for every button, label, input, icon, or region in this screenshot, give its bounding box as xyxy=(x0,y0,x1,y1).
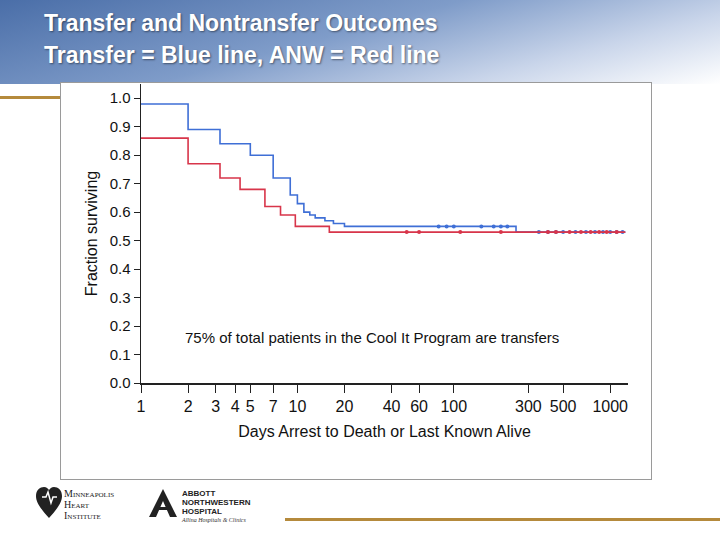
svg-text:40: 40 xyxy=(383,398,401,415)
html-text:Transfer and Nontransfer Outco: Transfer and Nontransfer Outcomes xyxy=(44,10,438,36)
svg-text:60: 60 xyxy=(410,398,428,415)
svg-text:0.7: 0.7 xyxy=(110,175,131,192)
html-text:NORTHWESTERN: NORTHWESTERN xyxy=(182,498,251,507)
html-text:HOSPITAL: HOSPITAL xyxy=(182,507,222,516)
svg-text:20: 20 xyxy=(336,398,354,415)
svg-text:7: 7 xyxy=(269,398,278,415)
html-text:Heart: Heart xyxy=(64,499,90,510)
svg-text:3: 3 xyxy=(211,398,220,415)
svg-text:5: 5 xyxy=(246,398,255,415)
svg-text:1.0: 1.0 xyxy=(110,89,131,106)
svg-text:300: 300 xyxy=(515,398,542,415)
svg-text:0.5: 0.5 xyxy=(110,232,131,249)
svg-text:0.3: 0.3 xyxy=(110,289,131,306)
svg-text:0.2: 0.2 xyxy=(110,317,131,334)
html-text:75% of total patients in the C: 75% of total patients in the Cool It Pro… xyxy=(185,329,560,346)
svg-text:Days Arrest to Death or Last K: Days Arrest to Death or Last Known Alive xyxy=(238,423,531,440)
svg-text:10: 10 xyxy=(288,398,306,415)
svg-text:0.1: 0.1 xyxy=(110,346,131,363)
svg-text:1: 1 xyxy=(137,398,146,415)
svg-text:1000: 1000 xyxy=(592,398,628,415)
svg-text:Fraction surviving: Fraction surviving xyxy=(83,171,100,296)
svg-text:0.6: 0.6 xyxy=(110,203,131,220)
html-text:Institute: Institute xyxy=(64,510,101,521)
html-text:Minneapolis: Minneapolis xyxy=(64,488,115,499)
svg-text:0.8: 0.8 xyxy=(110,146,131,163)
html-text:ABBOTT: ABBOTT xyxy=(182,489,216,498)
svg-text:500: 500 xyxy=(550,398,577,415)
svg-text:2: 2 xyxy=(184,398,193,415)
svg-text:4: 4 xyxy=(231,398,240,415)
html-text:Allina Hospitals & Clinics: Allina Hospitals & Clinics xyxy=(182,517,246,523)
svg-text:0.0: 0.0 xyxy=(110,374,131,391)
svg-text:0.4: 0.4 xyxy=(110,260,131,277)
html-text:Transfer = Blue line, ANW = Re: Transfer = Blue line, ANW = Red line xyxy=(44,42,440,68)
svg-text:0.9: 0.9 xyxy=(110,118,131,135)
svg-text:100: 100 xyxy=(440,398,467,415)
